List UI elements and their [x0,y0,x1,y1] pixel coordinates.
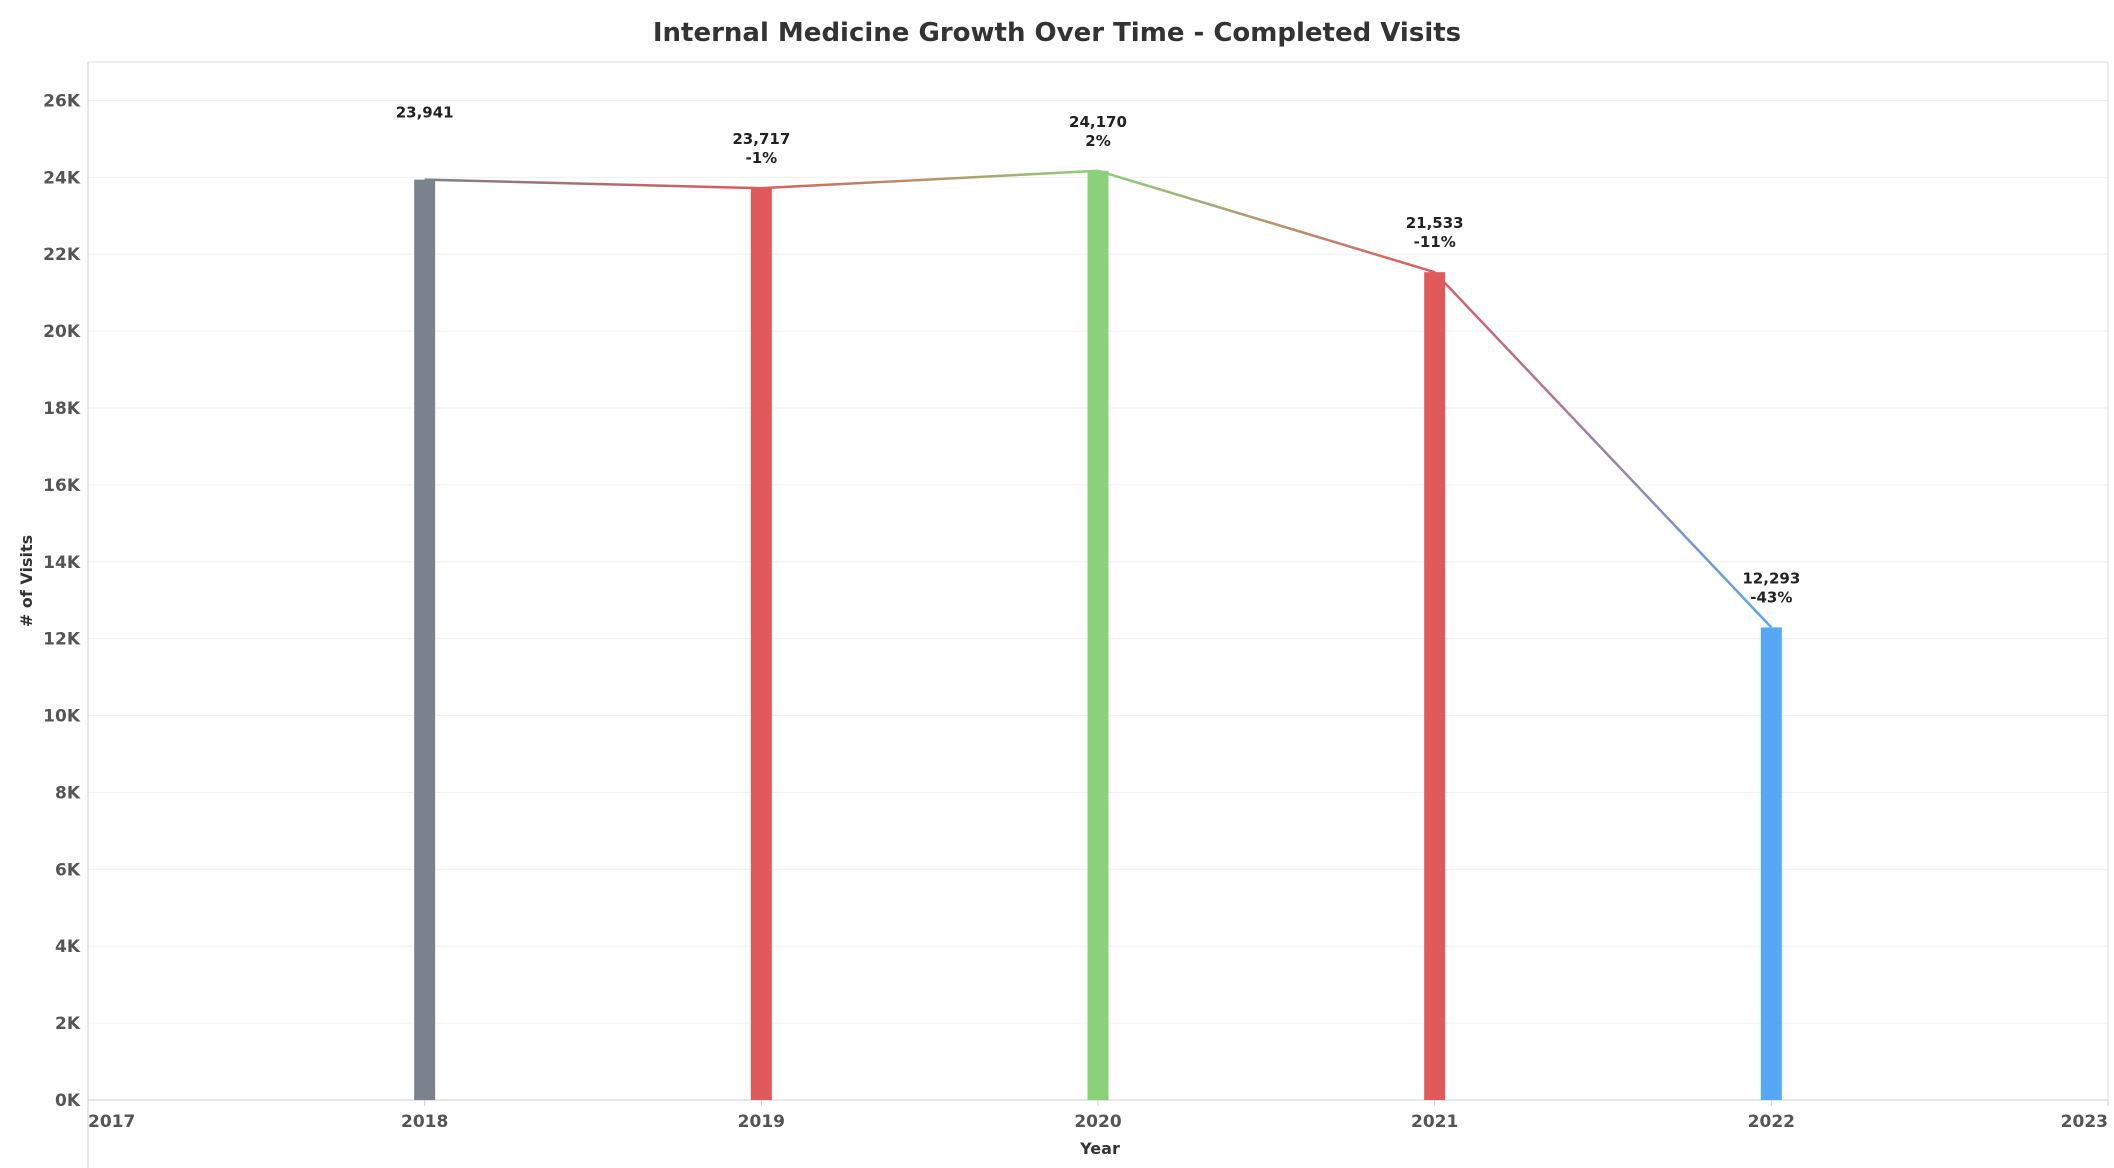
y-tick-label: 12K [43,630,81,650]
x-tick-label: 2021 [1411,1112,1458,1132]
x-axis-title: Year [1079,1139,1120,1158]
trend-line-segment [424,178,762,190]
y-tick-label: 16K [43,476,81,496]
x-tick-label: 2022 [1748,1112,1795,1132]
y-tick-label: 8K [55,783,81,803]
trend-line-segment [1097,169,1436,274]
bars [414,170,1782,1100]
bar [1424,272,1446,1100]
value-label: 23,717 [732,130,790,148]
value-label: 24,170 [1069,113,1127,131]
y-tick-label: 18K [43,399,81,419]
trend-line-segment [761,169,1099,190]
bar [750,188,772,1100]
x-tick-label: 2020 [1074,1112,1121,1132]
chart-title: Internal Medicine Growth Over Time - Com… [652,18,1462,48]
y-axis-title: # of Visits [17,535,36,627]
change-label: -11% [1414,233,1456,251]
trend-line-segment [1433,271,1773,629]
x-tick-label: 2019 [738,1112,785,1132]
value-label: 23,941 [396,104,454,122]
change-label: 2% [1085,132,1110,150]
x-tick-label: 2018 [401,1112,448,1132]
bar [1760,627,1782,1100]
change-label: -1% [745,149,777,167]
y-tick-label: 14K [43,553,81,573]
y-tick-label: 6K [55,860,81,880]
bar [414,179,436,1100]
x-tick-label: 2017 [88,1112,135,1132]
y-tick-label: 0K [55,1091,81,1111]
value-label: 21,533 [1406,214,1464,232]
y-tick-label: 22K [43,245,81,265]
y-tick-label: 20K [43,322,81,342]
y-tick-label: 10K [43,707,81,727]
change-label: -43% [1750,588,1792,606]
y-tick-label: 2K [55,1014,81,1034]
x-tick-label: 2023 [2061,1112,2108,1132]
y-tick-label: 24K [43,168,81,188]
y-tick-label: 26K [43,91,81,111]
trend-line [424,169,1773,629]
bar [1087,170,1109,1100]
y-tick-label: 4K [55,937,81,957]
axes: 0K 2K 4K 6K 8K 10K 12K 14K 16K 18K 20K 22K 24K 26K 201… [43,61,2109,1168]
value-label: 12,293 [1742,569,1800,587]
